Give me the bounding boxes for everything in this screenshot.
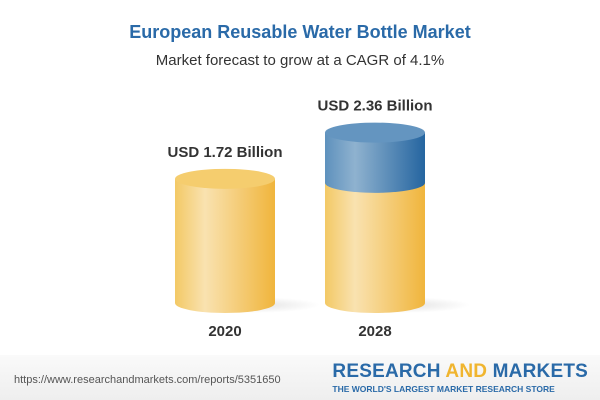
brand-logo: RESEARCH AND MARKETS THE WORLD'S LARGEST… [332,361,588,394]
brand-word: RESEARCH [332,361,446,382]
category-label: 2020 [208,323,241,340]
cylinder-body-growth [325,132,425,193]
data-label: USD 2.36 Billion [317,98,432,115]
brand-word: MARKETS [487,361,588,382]
cylinder-top [175,168,275,189]
category-label: 2028 [358,323,391,340]
brand-tagline: THE WORLD'S LARGEST MARKET RESEARCH STOR… [332,384,555,394]
cylinder-chart: USD 1.72 Billion 2020 USD 2.36 Billion 2028 [167,98,470,340]
cylinder-body-base [325,182,425,313]
data-label: USD 1.72 Billion [167,144,282,161]
footer: https://www.researchandmarkets.com/repor… [0,355,600,400]
chart-title: European Reusable Water Bottle Market [129,22,471,42]
cylinder-top [325,122,425,143]
cylinder-body-base [175,178,275,313]
chart-subtitle: Market forecast to grow at a CAGR of 4.1… [155,52,445,69]
source-url[interactable]: https://www.researchandmarkets.com/repor… [14,374,281,386]
brand-word: AND [445,361,488,382]
